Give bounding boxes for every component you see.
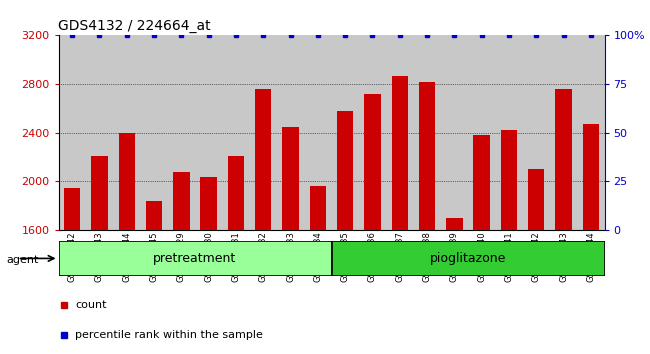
Text: GDS4132 / 224664_at: GDS4132 / 224664_at bbox=[58, 19, 211, 33]
Bar bbox=[528, 169, 545, 230]
Bar bbox=[391, 75, 408, 230]
Bar bbox=[446, 218, 463, 230]
Bar bbox=[173, 172, 190, 230]
Bar bbox=[255, 89, 272, 230]
Text: pioglitazone: pioglitazone bbox=[430, 252, 506, 265]
Bar bbox=[309, 186, 326, 230]
Bar bbox=[200, 177, 217, 230]
Bar bbox=[555, 89, 572, 230]
Bar bbox=[64, 188, 81, 230]
Bar bbox=[146, 201, 162, 230]
Bar bbox=[337, 111, 354, 230]
Bar bbox=[282, 127, 299, 230]
Bar bbox=[91, 156, 108, 230]
Bar bbox=[58, 241, 332, 276]
Text: percentile rank within the sample: percentile rank within the sample bbox=[75, 330, 263, 339]
Bar bbox=[118, 133, 135, 230]
Bar bbox=[419, 82, 436, 230]
Bar bbox=[227, 156, 244, 230]
Bar bbox=[332, 241, 604, 276]
Bar bbox=[500, 130, 517, 230]
Text: count: count bbox=[75, 299, 107, 310]
Text: pretreatment: pretreatment bbox=[153, 252, 237, 265]
Text: agent: agent bbox=[6, 255, 39, 265]
Bar bbox=[473, 135, 490, 230]
Bar bbox=[582, 124, 599, 230]
Bar bbox=[364, 94, 381, 230]
